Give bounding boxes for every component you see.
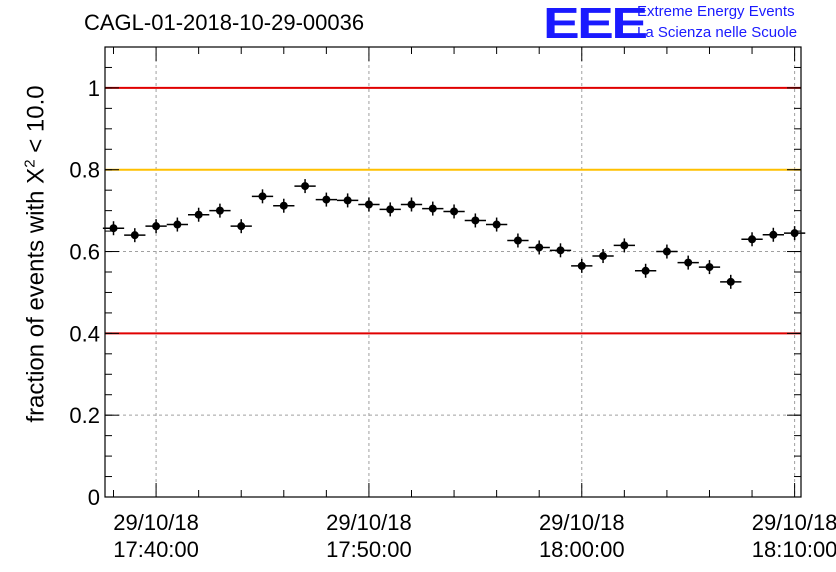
y-tick-label: 0.8 — [69, 158, 100, 183]
x-tick-date-label: 29/10/18 — [539, 510, 625, 535]
eee-logo: EEE — [543, 0, 648, 48]
logo-line-1: Extreme Energy Events — [637, 3, 795, 20]
x-tick-date-label: 29/10/18 — [326, 510, 412, 535]
data-point — [684, 258, 693, 267]
y-tick-label: 0.4 — [69, 321, 100, 346]
data-point — [492, 220, 501, 229]
x-tick-time-label: 17:40:00 — [113, 537, 199, 562]
data-point — [407, 200, 416, 209]
x-tick-time-label: 18:10:00 — [752, 537, 836, 562]
data-point — [513, 236, 522, 245]
x-tick-time-label: 18:00:00 — [539, 537, 625, 562]
data-point — [194, 210, 203, 219]
data-point — [237, 222, 246, 231]
data-point — [577, 261, 586, 270]
data-point — [152, 222, 161, 231]
data-point — [386, 205, 395, 214]
data-point — [428, 204, 437, 213]
data-point — [748, 235, 757, 244]
plot-frame — [104, 46, 802, 498]
data-point — [556, 246, 565, 255]
data-point — [343, 196, 352, 205]
data-point — [450, 207, 459, 216]
data-point — [641, 266, 650, 275]
data-point — [599, 252, 608, 261]
x-tick-date-label: 29/10/18 — [113, 510, 199, 535]
data-point — [364, 200, 373, 209]
data-point — [130, 231, 139, 240]
x-tick-date-label: 29/10/18 — [752, 510, 836, 535]
data-point — [301, 182, 310, 191]
data-point — [726, 277, 735, 286]
y-tick-label: 0 — [88, 485, 100, 510]
data-point — [258, 192, 267, 201]
data-point — [279, 201, 288, 210]
logo-line-2: La Scienza nelle Scuole — [637, 24, 798, 41]
data-point — [535, 243, 544, 252]
y-tick-label: 1 — [88, 76, 100, 101]
data-point — [109, 224, 118, 233]
y-tick-label: 0.2 — [69, 403, 100, 428]
y-tick-label: 0.6 — [69, 240, 100, 265]
x-tick-time-label: 17:50:00 — [326, 537, 412, 562]
data-point — [620, 241, 629, 250]
data-point — [662, 247, 671, 256]
data-point — [173, 220, 182, 229]
run-title: CAGL-01-2018-10-29-00036 — [84, 10, 365, 35]
data-point — [790, 229, 799, 238]
data-point — [705, 263, 714, 272]
data-point — [215, 206, 224, 215]
data-point — [471, 216, 480, 225]
data-point — [769, 230, 778, 239]
data-point — [322, 195, 331, 204]
